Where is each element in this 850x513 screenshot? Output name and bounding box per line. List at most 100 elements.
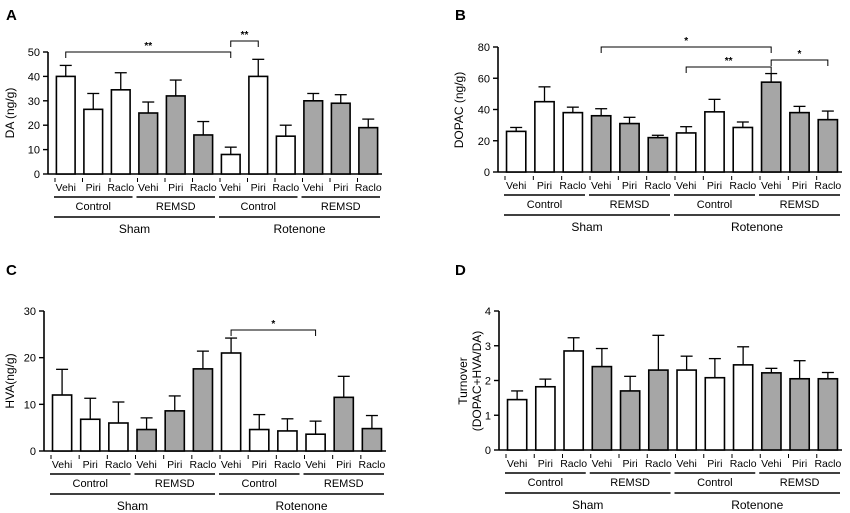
bar-raclo (562, 111, 584, 173)
panel-label: A (6, 7, 17, 24)
category-label: Vehi (592, 458, 612, 470)
category-label: Raclo (644, 180, 671, 192)
supergroup-label: Sham (117, 499, 148, 513)
group-label: REMSD (321, 201, 361, 213)
category-label: Piri (792, 180, 807, 192)
bar-vehi (305, 433, 326, 452)
y-tick-label: 3 (485, 341, 491, 353)
category-label: Vehi (506, 180, 526, 192)
group-label: Control (527, 199, 562, 211)
category-label: Vehi (52, 459, 72, 471)
category-label: Raclo (107, 182, 134, 194)
category-label: Raclo (190, 182, 217, 194)
supergroup-label: Sham (119, 222, 150, 236)
supergroup-label: Sham (572, 498, 603, 512)
significance-label: * (798, 49, 802, 60)
supergroup-label: Rotenone (275, 499, 327, 513)
bar-raclo (358, 126, 379, 175)
y-axis-label-line1: Turnover (456, 357, 470, 405)
category-label: Piri (336, 459, 351, 471)
category-label: Piri (623, 458, 638, 470)
bar-raclo (193, 134, 214, 175)
category-label: Vehi (136, 459, 156, 471)
category-label: Raclo (189, 459, 216, 471)
group-label: Control (241, 201, 276, 213)
bar-vehi (303, 100, 324, 175)
category-label: Piri (622, 180, 637, 192)
category-label: Vehi (56, 182, 76, 194)
category-label: Vehi (507, 458, 527, 470)
bar-piri (248, 428, 270, 452)
significance-label: ** (241, 30, 249, 41)
y-tick-label: 50 (28, 47, 40, 59)
category-label: Raclo (729, 180, 756, 192)
significance-bracket (600, 46, 772, 53)
category-label: Piri (167, 459, 182, 471)
bar-raclo (275, 135, 296, 175)
bar-vehi (676, 369, 698, 451)
y-tick-label: 30 (28, 96, 40, 108)
category-label: Raclo (559, 180, 586, 192)
bar-piri (79, 418, 101, 452)
category-label: Piri (537, 180, 552, 192)
y-tick-label: 20 (478, 136, 490, 148)
y-tick-label: 30 (24, 306, 36, 318)
category-label: Raclo (645, 458, 672, 470)
group-label: Control (73, 478, 108, 490)
bar-piri (789, 111, 810, 173)
panel-c: C HVA(ng/g) 0 10 20 30 Vehi Piri Raclo Vehi Piri Ra… (3, 262, 386, 513)
category-label: Raclo (730, 458, 757, 470)
group-label: REMSD (324, 478, 364, 490)
bar-vehi (760, 81, 782, 173)
group-label: Control (242, 478, 277, 490)
group-label: REMSD (610, 199, 650, 211)
bar-raclo (817, 118, 839, 173)
bar-raclo (361, 427, 383, 452)
supergroup-label: Sham (571, 220, 602, 234)
bar-piri (619, 122, 640, 173)
bar-vehi (51, 394, 73, 452)
bar-raclo (647, 369, 669, 451)
significance-label: ** (725, 56, 733, 67)
category-label: Raclo (274, 459, 301, 471)
category-label: Raclo (272, 182, 299, 194)
supergroup-label: Rotenone (273, 222, 325, 236)
group-label: Control (697, 477, 732, 489)
bar-piri (704, 111, 725, 173)
significance-label: * (271, 319, 275, 330)
y-tick-label: 10 (28, 145, 40, 157)
category-label: Raclo (814, 458, 841, 470)
category-label: Piri (792, 458, 807, 470)
significance-bracket (65, 51, 232, 58)
group-label: REMSD (156, 201, 196, 213)
panel-label: C (6, 262, 17, 279)
y-tick-label: 40 (28, 71, 40, 83)
y-tick-label: 20 (24, 353, 36, 365)
significance-bracket (685, 66, 772, 73)
bar-raclo (192, 368, 214, 452)
bar-piri (164, 410, 186, 452)
category-label: Raclo (814, 180, 841, 192)
y-tick-label: 1 (485, 410, 491, 422)
bar-vehi (220, 153, 241, 175)
panel-d: D Turnover (DOPAC+HVA/DA) 0 1 2 3 4 Vehi Piri Racl… (455, 262, 842, 512)
y-axis-label: HVA(ng/g) (3, 353, 17, 408)
bar-piri (704, 376, 726, 451)
bar-piri (333, 396, 355, 452)
category-label: Raclo (358, 459, 385, 471)
bar-piri (165, 95, 186, 175)
category-label: Piri (538, 458, 553, 470)
panel-a: A DA (ng/g) 0 10 20 30 40 50 Vehi Piri Raclo Vehi Pi… (3, 7, 382, 236)
group-label: Control (697, 199, 732, 211)
bar-piri (248, 75, 269, 175)
y-tick-label: 60 (478, 73, 490, 85)
category-label: Raclo (105, 459, 132, 471)
category-label: Piri (333, 182, 348, 194)
bar-raclo (108, 422, 129, 452)
group-label: REMSD (610, 477, 650, 489)
panel-label: D (455, 262, 466, 279)
category-label: Vehi (761, 458, 781, 470)
panel-label: B (455, 7, 466, 24)
significance-bracket (230, 329, 317, 336)
bar-piri (83, 108, 104, 175)
